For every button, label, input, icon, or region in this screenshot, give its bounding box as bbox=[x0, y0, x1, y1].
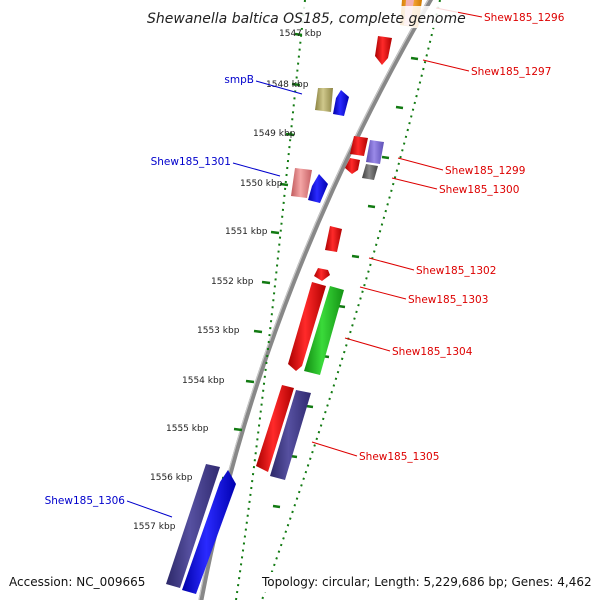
gene-smpB[interactable] bbox=[315, 88, 333, 112]
kbp-label: 1552 kbp bbox=[211, 277, 254, 287]
gene-shew185-1300[interactable] bbox=[362, 164, 378, 180]
gene-label-shew185-1303[interactable]: Shew185_1303 bbox=[408, 294, 488, 306]
right-gene-labels: Shew185_1296 Shew185_1297 Shew185_1299 S… bbox=[359, 12, 565, 463]
gene-shew185-1301[interactable] bbox=[291, 168, 312, 198]
inner-track-dotted bbox=[235, 0, 306, 600]
gene-blue-smpB-adjacent[interactable] bbox=[333, 90, 349, 116]
gene-shew185-1306[interactable] bbox=[166, 464, 220, 588]
outer-track-dotted bbox=[261, 0, 441, 600]
accession-text: Accession: NC_009665 bbox=[9, 575, 145, 589]
gene-label-shew185-1297[interactable]: Shew185_1297 bbox=[471, 66, 551, 78]
kbp-label: 1553 kbp bbox=[197, 326, 240, 336]
label-leaders bbox=[126, 7, 483, 518]
gene-label-shew185-1300[interactable]: Shew185_1300 bbox=[439, 184, 519, 196]
map-title: Shewanella baltica OS185, complete genom… bbox=[147, 11, 466, 27]
kbp-label: 1550 kbp bbox=[240, 179, 283, 189]
kbp-label: 1548 kbp bbox=[266, 80, 309, 90]
title-backdrop bbox=[140, 6, 458, 28]
gene-shew185-1297[interactable] bbox=[375, 36, 392, 65]
middle-genes bbox=[182, 0, 422, 594]
gene-shew185-1299[interactable] bbox=[350, 136, 368, 156]
kbp-label: 1555 kbp bbox=[166, 424, 209, 434]
left-gene-labels: smpB Shew185_1301 Shew185_1306 bbox=[45, 74, 254, 507]
gene-shew185-1305-red[interactable] bbox=[256, 385, 294, 472]
gene-blue-1301-adjacent[interactable] bbox=[308, 174, 328, 203]
gene-label-smpB[interactable]: smpB bbox=[224, 74, 254, 86]
footer-backdrop-right bbox=[258, 572, 596, 592]
kbp-label-group: 1547 kbp 1548 kbp 1549 kbp 1550 kbp 1551… bbox=[133, 29, 322, 532]
kbp-label: 1551 kbp bbox=[225, 227, 268, 237]
kbp-label: 1557 kbp bbox=[133, 522, 176, 532]
gene-blue-1306-adjacent[interactable] bbox=[182, 470, 236, 594]
footer-backdrop-left bbox=[4, 572, 156, 592]
gene-label-shew185-1296[interactable]: Shew185_1296 bbox=[484, 12, 565, 24]
gene-label-shew185-1305[interactable]: Shew185_1305 bbox=[359, 451, 439, 463]
outer-track-ticks bbox=[272, 56, 419, 509]
kbp-label: 1556 kbp bbox=[150, 473, 193, 483]
gene-label-shew185-1301[interactable]: Shew185_1301 bbox=[151, 156, 231, 168]
gene-shew185-1302[interactable] bbox=[325, 226, 342, 252]
gene-shew185-1299b[interactable] bbox=[345, 158, 360, 174]
gene-shew185-1299c[interactable] bbox=[366, 140, 384, 164]
gene-label-shew185-1299[interactable]: Shew185_1299 bbox=[445, 165, 525, 177]
topology-text: Topology: circular; Length: 5,229,686 bp… bbox=[261, 575, 592, 589]
gene-shew185-1304[interactable] bbox=[304, 286, 344, 375]
kbp-label: 1547 kbp bbox=[279, 29, 322, 39]
gene-shew185-1302b[interactable] bbox=[314, 268, 330, 281]
gene-label-shew185-1302[interactable]: Shew185_1302 bbox=[416, 265, 496, 277]
kbp-label: 1549 kbp bbox=[253, 129, 296, 139]
gene-label-shew185-1306[interactable]: Shew185_1306 bbox=[45, 495, 126, 507]
kbp-label: 1554 kbp bbox=[182, 376, 225, 386]
gene-label-shew185-1304[interactable]: Shew185_1304 bbox=[392, 346, 473, 358]
gene-shew185-1303[interactable] bbox=[288, 282, 326, 371]
inner-genes bbox=[166, 88, 333, 588]
gene-shew185-1305[interactable] bbox=[270, 390, 311, 480]
